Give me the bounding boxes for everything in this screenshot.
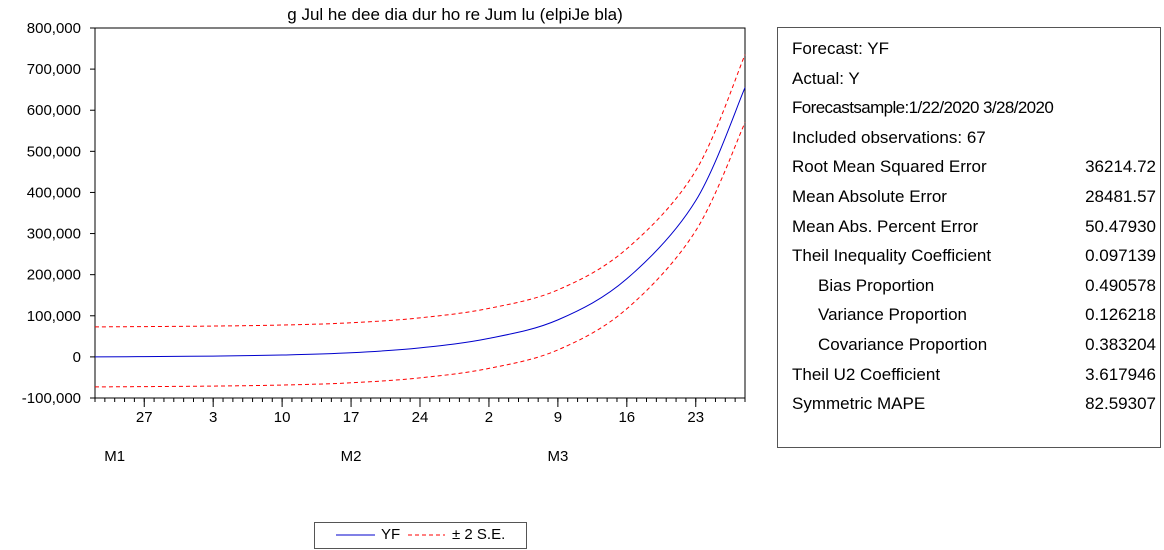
stats-row-mape: Mean Abs. Percent Error 50.47930: [778, 212, 1160, 242]
stats-label: Mean Abs. Percent Error: [792, 216, 979, 236]
stats-label: Variance Proportion: [818, 305, 967, 325]
stats-label: Covariance Proportion: [818, 334, 988, 354]
y-tick-label: 400,000: [27, 184, 81, 201]
x-tick-label: 2: [485, 409, 493, 426]
chart-title: g Jul he dee dia dur ho re Jum lu (elpiJ…: [287, 5, 622, 24]
stats-label: Theil Inequality Coefficient: [792, 246, 992, 266]
stats-label: Symmetric MAPE: [792, 394, 926, 414]
stats-value: 28481.57: [1085, 186, 1156, 206]
x-month-label: M3: [547, 448, 568, 465]
x-tick-label: 3: [209, 409, 217, 426]
stats-row-covariance-proportion: Covariance Proportion 0.383204: [778, 330, 1160, 360]
x-tick-label: 16: [618, 409, 635, 426]
x-tick-label: 27: [136, 409, 153, 426]
stats-row-included-observations: Included observations: 67: [778, 123, 1160, 153]
stats-value: 0.383204: [1085, 334, 1156, 354]
stats-label: Mean Absolute Error: [792, 186, 947, 206]
series-line-lower-band: [94, 122, 746, 388]
x-tick-label: 9: [554, 409, 562, 426]
stats-row-actual: Actual: Y: [778, 64, 1160, 94]
stats-value: 3.617946: [1085, 364, 1156, 384]
y-tick-label: 700,000: [27, 61, 81, 78]
x-tick-label: 24: [412, 409, 429, 426]
x-month-label: M1: [104, 448, 125, 465]
stats-row-variance-proportion: Variance Proportion 0.126218: [778, 300, 1160, 330]
y-tick-label: 600,000: [27, 102, 81, 119]
stats-label: Forecast: YF: [792, 39, 889, 58]
stats-label: Actual: Y: [792, 68, 860, 88]
stats-value: 36214.72: [1085, 157, 1156, 177]
y-tick-label: 800,000: [27, 20, 81, 37]
plot-frame: [94, 27, 746, 399]
stats-value: 0.097139: [1085, 246, 1156, 266]
series-line-upper-band: [94, 54, 746, 328]
stats-row-symmetric-mape: Symmetric MAPE 82.59307: [778, 389, 1160, 419]
stats-value: 0.126218: [1085, 305, 1156, 325]
forecast-statistics-table: Forecast: YF Actual: Y Forecastsample:1/…: [777, 27, 1161, 448]
forecast-chart: g Jul he dee dia dur ho re Jum lu (elpiJ…: [22, 5, 746, 465]
stats-value: 82.59307: [1085, 394, 1156, 414]
stats-label: Root Mean Squared Error: [792, 157, 987, 177]
stats-row-mae: Mean Absolute Error 28481.57: [778, 182, 1160, 212]
stats-row-theil-inequality: Theil Inequality Coefficient 0.097139: [778, 241, 1160, 271]
stats-value: 50.47930: [1085, 216, 1156, 236]
stats-row-forecast: Forecast: YF: [778, 34, 1160, 64]
stats-label: Included observations: 67: [792, 127, 986, 147]
legend-label-yf: YF: [381, 526, 401, 543]
x-tick-label: 10: [274, 409, 291, 426]
y-tick-label: 200,000: [27, 267, 81, 284]
y-tick-label: 100,000: [27, 308, 81, 325]
y-tick-label: 300,000: [27, 226, 81, 243]
y-tick-label: -100,000: [22, 390, 81, 407]
stats-value: 0.490578: [1085, 275, 1156, 295]
series-line-yf: [94, 87, 746, 358]
chart-legend: YF ± 2 S.E.: [314, 522, 527, 549]
stats-row-rmse: Root Mean Squared Error 36214.72: [778, 152, 1160, 182]
legend-label-se-band: ± 2 S.E.: [452, 526, 506, 543]
stats-row-forecast-sample: Forecastsample:1/22/2020 3/28/2020: [778, 93, 1160, 123]
x-month-label: M2: [341, 448, 362, 465]
y-tick-label: 500,000: [27, 143, 81, 160]
x-tick-label: 17: [343, 409, 360, 426]
y-tick-label: 0: [73, 349, 81, 366]
chart-series: [94, 54, 746, 388]
stats-label: Theil U2 Coefficient: [792, 364, 941, 384]
x-tick-label: 23: [687, 409, 704, 426]
chart-axes: 800,000 700,000 600,000 500,000 400,000 300,0…: [22, 20, 746, 465]
stats-row-bias-proportion: Bias Proportion 0.490578: [778, 271, 1160, 301]
stats-label: Forecastsample:1/22/2020 3/28/2020: [792, 98, 1054, 118]
stats-label: Bias Proportion: [818, 275, 935, 295]
stats-row-theil-u2: Theil U2 Coefficient 3.617946: [778, 360, 1160, 390]
legend-swatches: [336, 534, 445, 536]
